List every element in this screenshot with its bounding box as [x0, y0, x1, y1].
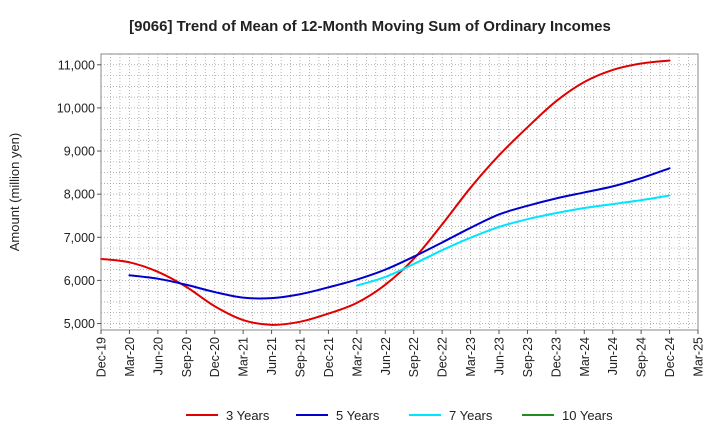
x-tick-label: Sep-23: [521, 337, 535, 377]
legend-label: 7 Years: [449, 408, 493, 423]
x-axis: Dec-19 Mar-20 Jun-20 Sep-20 Dec-20 Mar-21 Jun-…: [95, 330, 706, 377]
series-line-3-years: [100, 59, 671, 326]
grid: [101, 53, 698, 330]
x-tick-label: Mar-24: [578, 337, 592, 377]
y-tick-label: 6,000: [64, 274, 95, 288]
series-layer: [100, 59, 671, 326]
y-tick-label: 7,000: [64, 231, 95, 245]
x-tick-label: Dec-21: [322, 337, 336, 377]
x-tick-label: Sep-24: [635, 337, 649, 377]
x-tick-label: Mar-21: [237, 337, 251, 377]
x-tick-label: Jun-23: [493, 337, 507, 375]
y-tick-label: 10,000: [57, 101, 95, 115]
legend-label: 3 Years: [226, 408, 270, 423]
x-tick-label: Sep-21: [294, 337, 308, 377]
x-tick-label: Dec-22: [436, 337, 450, 377]
x-tick-label: Mar-23: [464, 337, 478, 377]
plot-frame: [100, 53, 699, 331]
series-line-5-years: [128, 167, 671, 300]
y-tick-label: 9,000: [64, 145, 95, 159]
x-tick-label: Sep-20: [180, 337, 194, 377]
y-axis-label: Amount (million yen): [7, 133, 22, 252]
x-tick-label: Jun-21: [265, 337, 279, 375]
series-line-7-years: [355, 194, 671, 287]
legend-label: 10 Years: [562, 408, 613, 423]
x-tick-label: Sep-22: [407, 337, 421, 377]
x-tick-label: Mar-25: [692, 337, 706, 377]
x-tick-label: Jun-24: [606, 337, 620, 375]
x-tick-label: Dec-20: [208, 337, 222, 377]
y-tick-label: 5,000: [64, 317, 95, 331]
x-tick-label: Dec-23: [549, 337, 563, 377]
x-tick-label: Dec-24: [663, 337, 677, 377]
x-tick-label: Dec-19: [95, 337, 109, 377]
x-tick-label: Jun-22: [379, 337, 393, 375]
x-tick-label: Mar-20: [123, 337, 137, 377]
legend: 3 Years 5 Years 7 Years 10 Years: [186, 408, 613, 423]
legend-label: 5 Years: [336, 408, 380, 423]
y-tick-label: 8,000: [64, 188, 95, 202]
y-tick-label: 11,000: [58, 58, 95, 72]
x-tick-label: Mar-22: [350, 337, 364, 377]
chart-title: [9066] Trend of Mean of 12-Month Moving …: [129, 18, 611, 35]
x-tick-label: Jun-20: [151, 337, 165, 375]
y-axis: 5,000 6,000 7,000 8,000 9,000 10,000 11,000: [57, 58, 101, 331]
